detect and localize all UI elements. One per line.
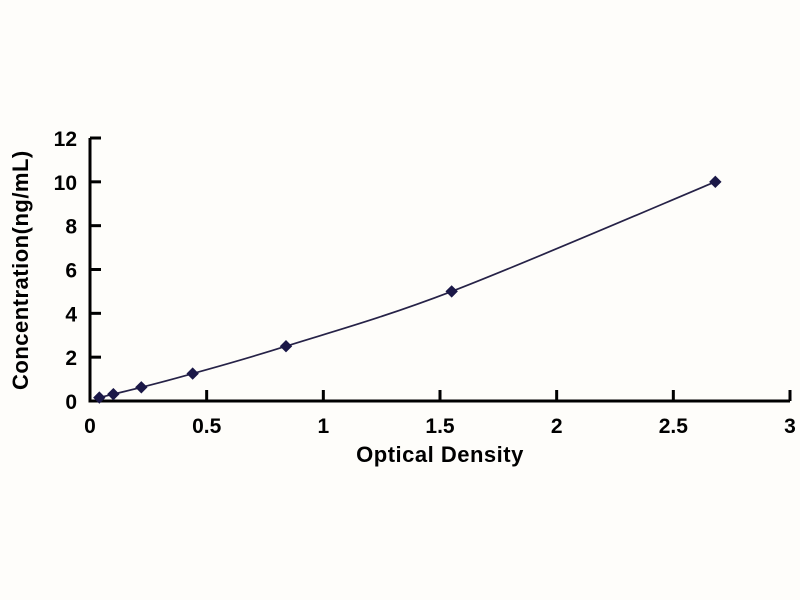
- data-point-marker: [186, 367, 199, 380]
- x-tick-label: 2.5: [659, 415, 689, 438]
- x-tick-label: 0.5: [192, 415, 222, 438]
- y-axis-title: Concentration(ng/mL): [8, 150, 33, 390]
- x-tick-label: 1: [317, 415, 329, 438]
- x-tick-label: 1.5: [425, 415, 455, 438]
- y-tick-label: 0: [65, 391, 77, 414]
- y-tick-label: 6: [65, 260, 77, 283]
- standard-curve-line: [99, 181, 716, 399]
- data-point-marker: [279, 340, 293, 353]
- data-point-marker: [445, 285, 458, 298]
- data-point-marker: [135, 381, 148, 394]
- y-tick-label: 4: [65, 303, 77, 326]
- y-tick-label: 2: [65, 347, 77, 370]
- data-point-marker: [709, 175, 722, 189]
- x-tick-label: 3: [784, 415, 796, 438]
- y-tick-label: 8: [65, 216, 77, 239]
- x-tick-label: 2: [551, 415, 563, 438]
- data-point-marker: [93, 391, 106, 404]
- y-tick-label: 12: [54, 128, 77, 151]
- data-point-marker: [107, 387, 120, 401]
- y-tick-label: 10: [54, 172, 77, 195]
- x-tick-label: 0: [84, 415, 96, 438]
- x-axis-title: Optical Density: [356, 442, 524, 467]
